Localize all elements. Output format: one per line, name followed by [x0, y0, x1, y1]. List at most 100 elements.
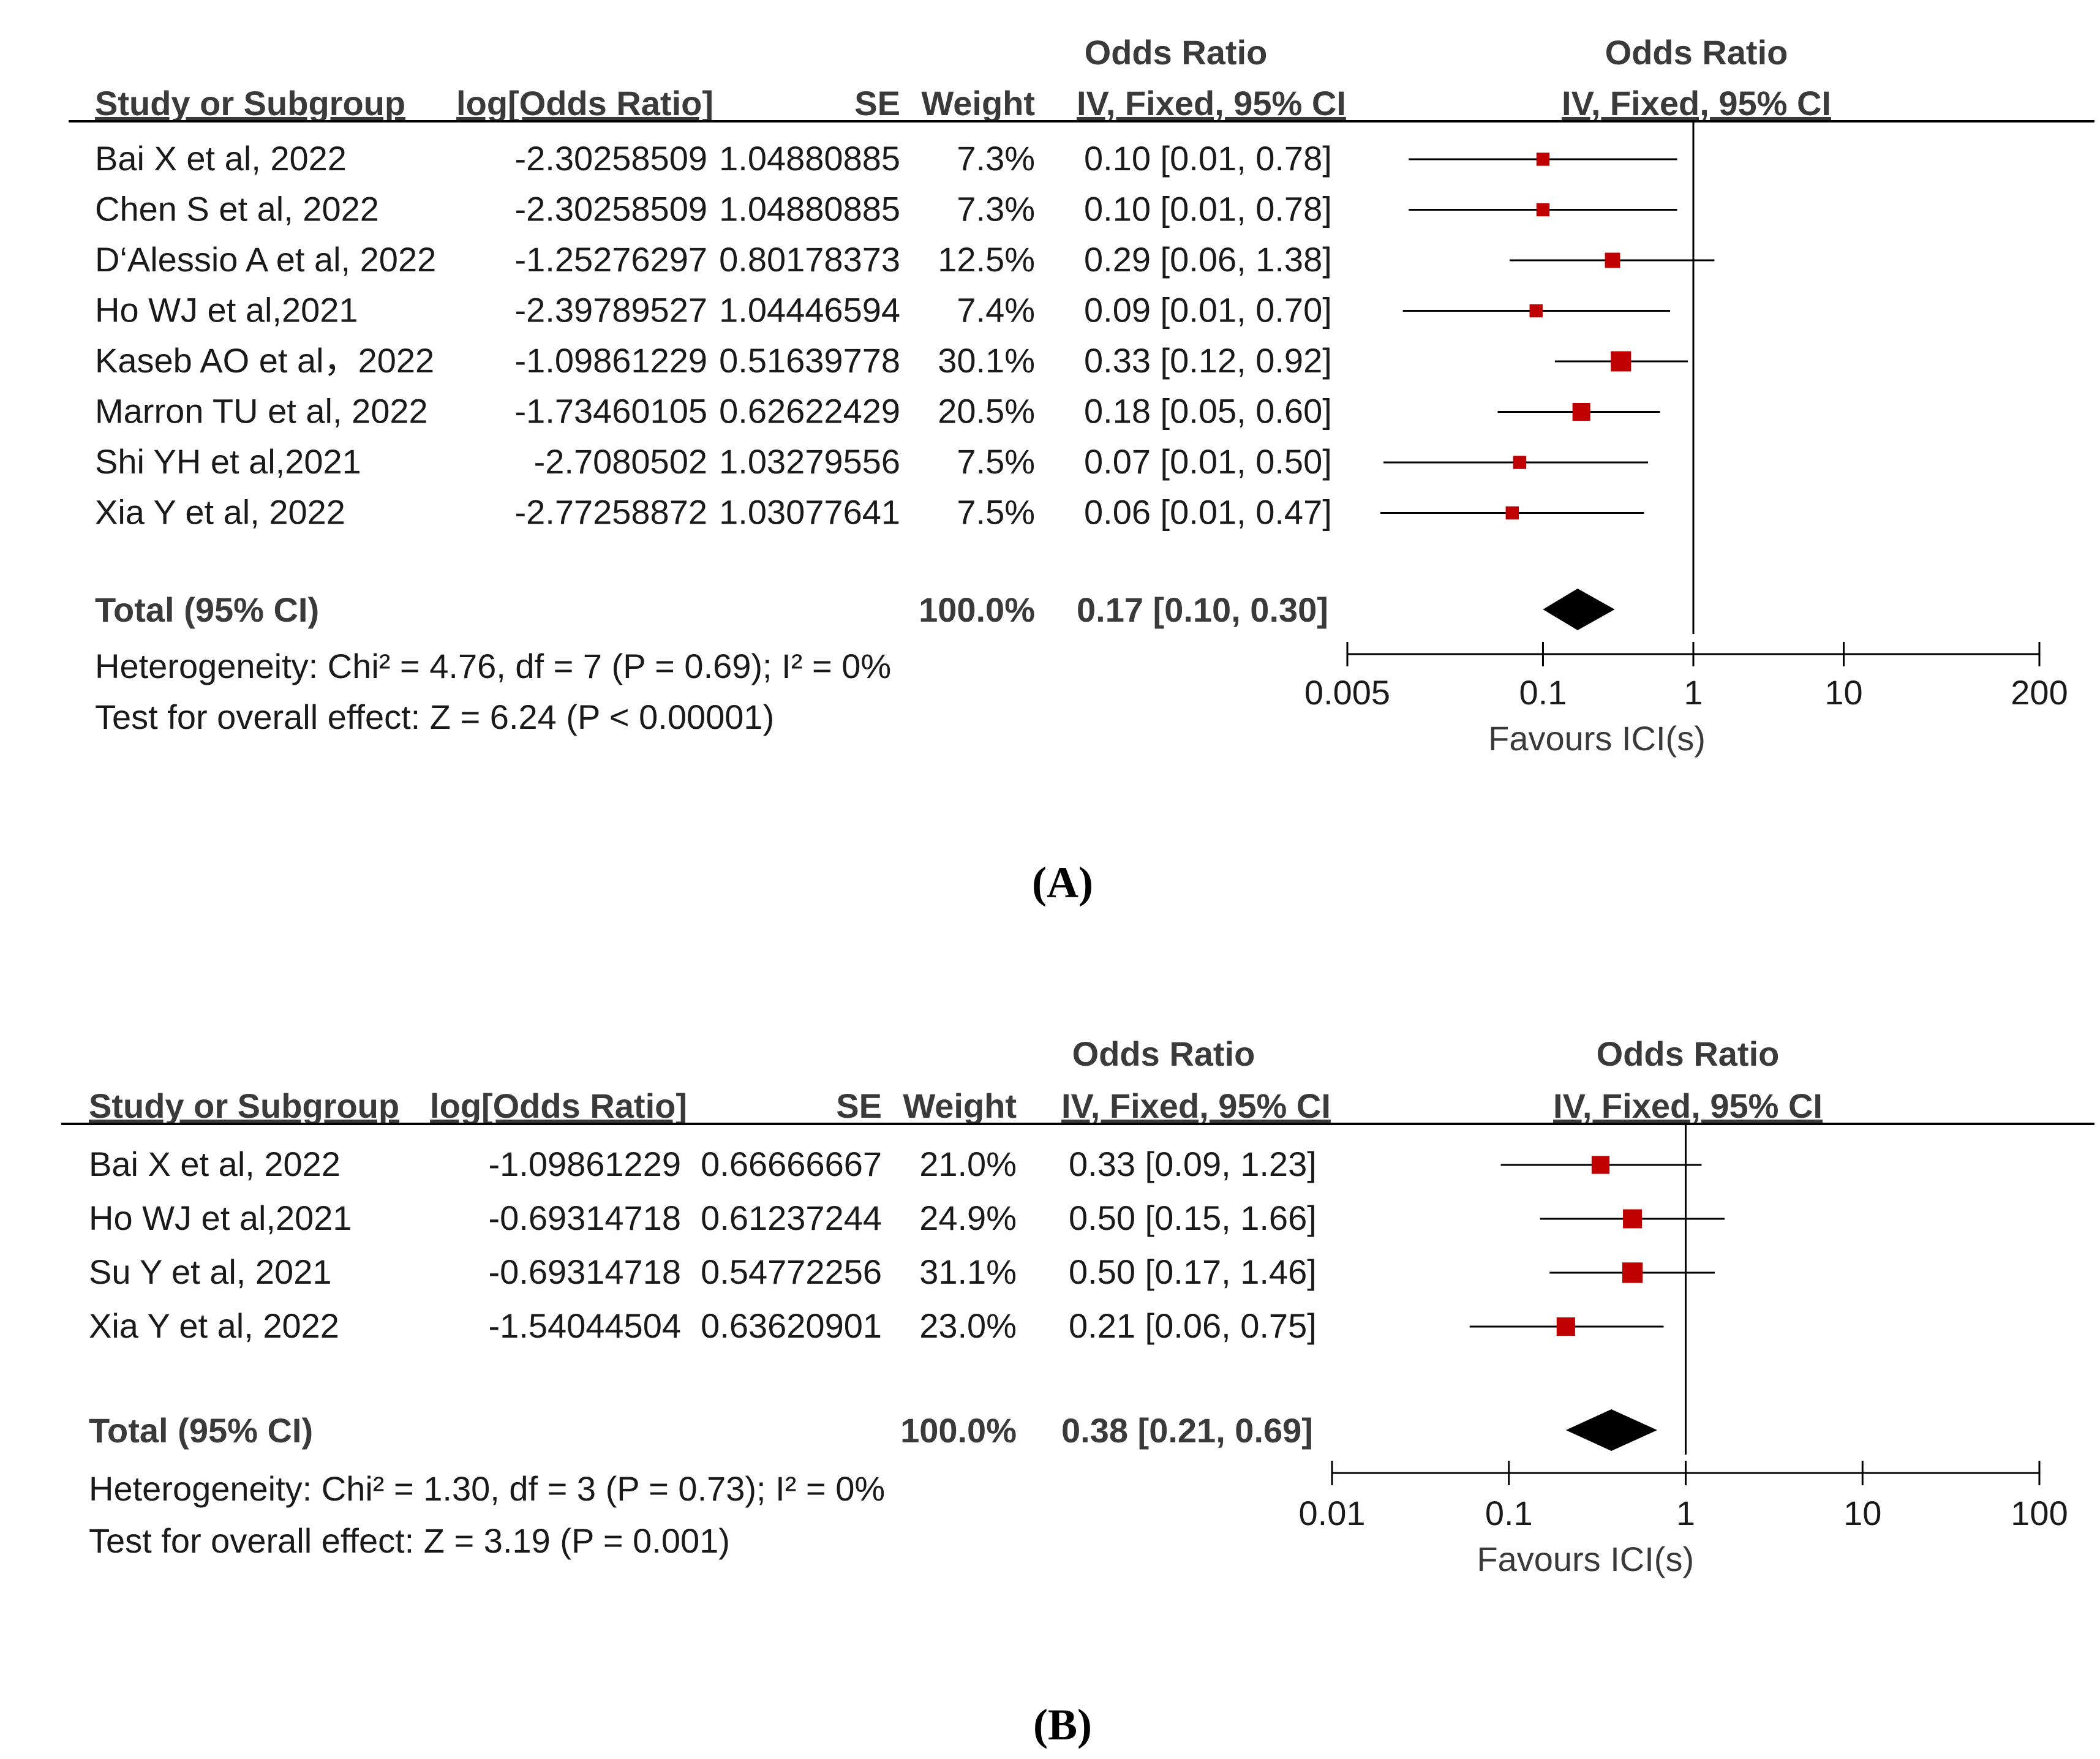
- heterogeneity-stat: Heterogeneity: Chi² = 4.76, df = 7 (P = …: [95, 647, 891, 685]
- weight-value: 7.5%: [957, 442, 1035, 481]
- study-name: Kaseb AO et al，2022: [95, 341, 434, 380]
- x-tick-label: 0.005: [1304, 673, 1390, 712]
- total-label: Total (95% CI): [95, 590, 319, 629]
- forest-panel-b: Odds Ratio Odds Ratio Study or Subgroup log…: [61, 1034, 2094, 1749]
- x-tick-label: 1: [1676, 1494, 1695, 1532]
- study-name: Xia Y et al, 2022: [95, 493, 345, 532]
- ci-value: 0.18 [0.05, 0.60]: [1084, 392, 1332, 431]
- log-or-value: -0.69314718: [488, 1199, 681, 1237]
- weight-value: 30.1%: [938, 341, 1035, 380]
- ci-value: 0.21 [0.06, 0.75]: [1069, 1306, 1317, 1345]
- plot-method-header: IV, Fixed, 95% CI: [1553, 1087, 1823, 1125]
- point-estimate-marker: [1611, 351, 1631, 372]
- overall-effect-stat: Test for overall effect: Z = 6.24 (P < 0…: [95, 698, 774, 736]
- weight-value: 7.3%: [957, 139, 1035, 178]
- log-or-value: -1.54044504: [488, 1306, 681, 1345]
- weight-value: 20.5%: [938, 392, 1035, 431]
- se-header: SE: [854, 84, 900, 122]
- or-method-header: IV, Fixed, 95% CI: [1061, 1087, 1331, 1125]
- se-value: 0.61237244: [701, 1199, 882, 1237]
- weight-value: 7.5%: [957, 493, 1035, 532]
- log-or-value: -2.30258509: [514, 139, 707, 178]
- ci-value: 0.50 [0.15, 1.66]: [1069, 1199, 1317, 1237]
- se-header: SE: [836, 1087, 882, 1125]
- x-tick-label: 1: [1684, 673, 1703, 712]
- study-header: Study or Subgroup: [89, 1087, 399, 1125]
- se-value: 1.04880885: [719, 139, 900, 178]
- weight-value: 7.3%: [957, 190, 1035, 228]
- x-tick-label: 10: [1843, 1494, 1881, 1532]
- log-or-value: -2.30258509: [514, 190, 707, 228]
- x-tick-label: 200: [2011, 673, 2068, 712]
- study-name: Ho WJ et al,2021: [95, 291, 358, 330]
- point-estimate-marker: [1556, 1317, 1575, 1336]
- study-name: Chen S et al, 2022: [95, 190, 379, 228]
- se-value: 0.80178373: [719, 240, 900, 279]
- ci-value: 0.07 [0.01, 0.50]: [1084, 442, 1332, 481]
- or-column-title: Odds Ratio: [1072, 1034, 1255, 1073]
- point-estimate-marker: [1536, 153, 1550, 166]
- point-estimate-marker: [1529, 304, 1543, 318]
- ci-value: 0.10 [0.01, 0.78]: [1084, 139, 1332, 178]
- x-tick-label: 0.01: [1299, 1494, 1366, 1532]
- weight-value: 23.0%: [919, 1306, 1017, 1345]
- point-estimate-marker: [1572, 402, 1590, 421]
- or-column-title: Odds Ratio: [1085, 33, 1268, 72]
- se-value: 1.04446594: [719, 291, 900, 330]
- se-value: 1.04880885: [719, 190, 900, 228]
- ci-value: 0.29 [0.06, 1.38]: [1084, 240, 1332, 279]
- study-name: Ho WJ et al,2021: [89, 1199, 352, 1237]
- se-value: 0.62622429: [719, 392, 900, 431]
- x-axis-label: Favours ICI(s): [1477, 1540, 1694, 1578]
- overall-effect-stat: Test for overall effect: Z = 3.19 (P = 0…: [89, 1521, 730, 1560]
- ci-value: 0.33 [0.09, 1.23]: [1069, 1145, 1317, 1183]
- x-tick-label: 100: [2011, 1494, 2068, 1532]
- log-or-value: -1.25276297: [514, 240, 707, 279]
- se-value: 0.54772256: [701, 1252, 882, 1291]
- point-estimate-marker: [1536, 203, 1550, 217]
- log-or-header: log[Odds Ratio]: [456, 84, 713, 122]
- x-tick-label: 10: [1824, 673, 1862, 712]
- weight-value: 24.9%: [919, 1199, 1017, 1237]
- log-or-value: -2.39789527: [514, 291, 707, 330]
- se-value: 1.03279556: [719, 442, 900, 481]
- study-name: Su Y et al, 2021: [89, 1252, 331, 1291]
- weight-header: Weight: [903, 1087, 1017, 1125]
- se-value: 0.66666667: [701, 1145, 882, 1183]
- point-estimate-marker: [1622, 1262, 1643, 1283]
- study-name: Marron TU et al, 2022: [95, 392, 428, 431]
- weight-value: 31.1%: [919, 1252, 1017, 1291]
- x-tick-label: 0.1: [1485, 1494, 1533, 1532]
- se-value: 0.51639778: [719, 341, 900, 380]
- log-or-value: -1.09861229: [514, 341, 707, 380]
- ci-value: 0.50 [0.17, 1.46]: [1069, 1252, 1317, 1291]
- point-estimate-marker: [1591, 1156, 1610, 1174]
- total-weight: 100.0%: [919, 590, 1035, 629]
- total-label: Total (95% CI): [89, 1411, 313, 1450]
- x-tick-label: 0.1: [1519, 673, 1567, 712]
- heterogeneity-stat: Heterogeneity: Chi² = 1.30, df = 3 (P = …: [89, 1469, 885, 1508]
- panel-label: (B): [1033, 1700, 1092, 1749]
- log-or-value: -1.09861229: [488, 1145, 681, 1183]
- study-name: Bai X et al, 2022: [89, 1145, 341, 1183]
- point-estimate-marker: [1513, 456, 1527, 469]
- point-estimate-marker: [1605, 252, 1620, 268]
- ci-value: 0.10 [0.01, 0.78]: [1084, 190, 1332, 228]
- total-ci: 0.38 [0.21, 0.69]: [1061, 1411, 1313, 1450]
- study-name: Xia Y et al, 2022: [89, 1306, 339, 1345]
- weight-value: 21.0%: [919, 1145, 1017, 1183]
- study-name: Bai X et al, 2022: [95, 139, 347, 178]
- study-header: Study or Subgroup: [95, 84, 405, 122]
- or-method-header: IV, Fixed, 95% CI: [1077, 84, 1346, 122]
- log-or-value: -1.73460105: [514, 392, 707, 431]
- point-estimate-marker: [1505, 506, 1519, 520]
- pooled-estimate-diamond: [1565, 1409, 1657, 1451]
- pooled-estimate-diamond: [1543, 589, 1615, 630]
- se-value: 1.03077641: [719, 493, 900, 532]
- plot-method-header: IV, Fixed, 95% CI: [1562, 84, 1831, 122]
- weight-header: Weight: [921, 84, 1035, 122]
- ci-value: 0.09 [0.01, 0.70]: [1084, 291, 1332, 330]
- log-or-value: -2.7080502: [534, 442, 707, 481]
- weight-value: 7.4%: [957, 291, 1035, 330]
